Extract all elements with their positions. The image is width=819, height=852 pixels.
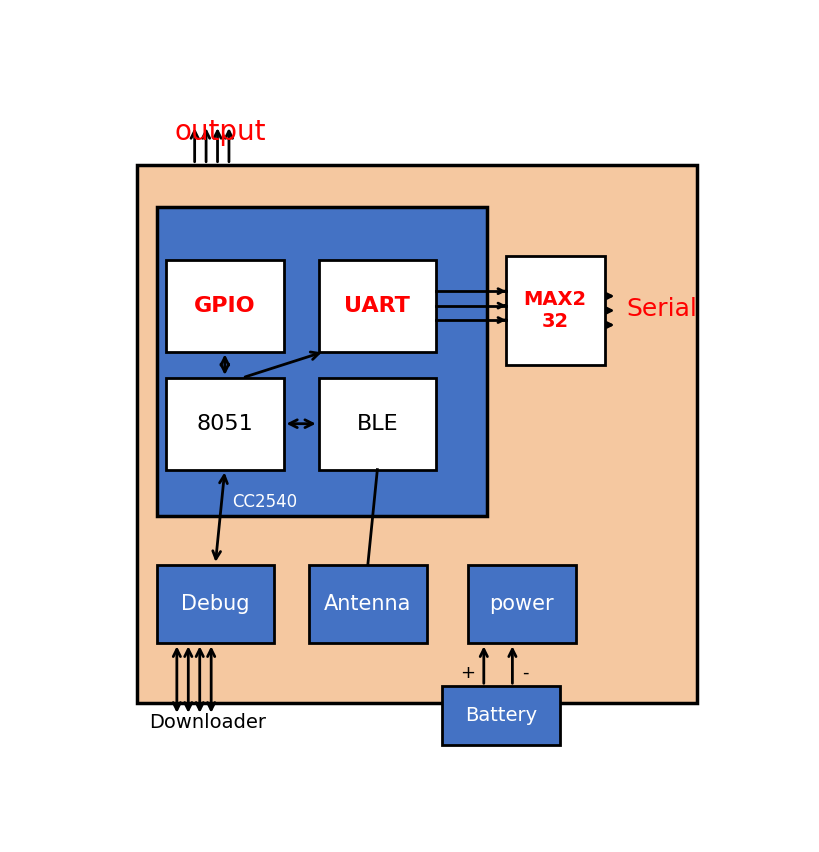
FancyBboxPatch shape (102, 102, 737, 758)
FancyBboxPatch shape (138, 164, 696, 703)
FancyBboxPatch shape (165, 377, 283, 469)
Text: Debug: Debug (181, 594, 249, 614)
Text: UART: UART (344, 296, 410, 315)
Text: -: - (521, 664, 527, 682)
FancyBboxPatch shape (442, 686, 559, 746)
Text: GPIO: GPIO (194, 296, 256, 315)
FancyBboxPatch shape (318, 377, 436, 469)
Text: Battery: Battery (464, 706, 536, 725)
Text: +: + (459, 664, 475, 682)
FancyBboxPatch shape (309, 565, 426, 643)
FancyBboxPatch shape (505, 256, 604, 365)
Text: output: output (174, 118, 265, 146)
FancyBboxPatch shape (165, 260, 283, 352)
FancyBboxPatch shape (318, 260, 436, 352)
Text: CC2540: CC2540 (232, 493, 296, 511)
Text: MAX2
32: MAX2 32 (523, 290, 586, 331)
Text: Downloader: Downloader (149, 712, 265, 732)
FancyBboxPatch shape (156, 565, 274, 643)
Text: Antenna: Antenna (324, 594, 411, 614)
Text: BLE: BLE (356, 414, 398, 434)
FancyBboxPatch shape (468, 565, 575, 643)
Text: Serial: Serial (626, 296, 697, 321)
Text: power: power (489, 594, 554, 614)
Text: 8051: 8051 (197, 414, 253, 434)
FancyBboxPatch shape (156, 207, 486, 515)
